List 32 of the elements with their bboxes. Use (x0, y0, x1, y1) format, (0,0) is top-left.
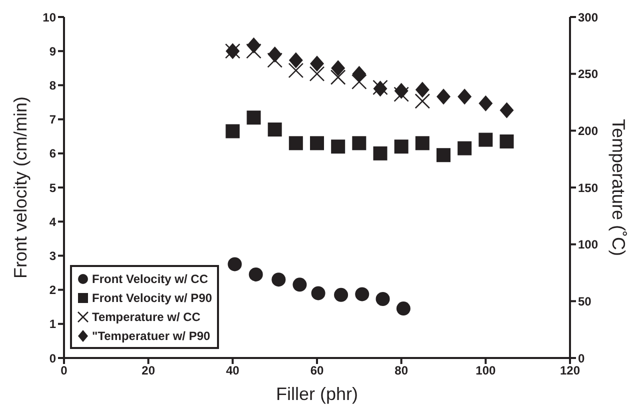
legend-label: "Temperatuer w/ P90 (92, 328, 210, 342)
y2-tick-label: 300 (578, 10, 598, 24)
y2-axis-title: Temperature (˚C) (608, 118, 629, 256)
y-tick-label: 5 (49, 180, 56, 195)
x-axis-title: Filler (phr) (276, 384, 358, 404)
y-axis-title: Front velocity (cm/min) (10, 96, 30, 279)
legend-label: Temperature w/ CC (92, 310, 200, 324)
x-tick-label: 0 (60, 364, 68, 378)
y2-tick-label: 100 (578, 238, 598, 252)
x-tick-label: 60 (310, 364, 324, 378)
y-tick-label: 0 (49, 351, 56, 366)
y-tick-label: 2 (49, 283, 56, 298)
y-tick-label: 3 (49, 248, 56, 263)
x-tick-label: 80 (394, 364, 408, 378)
y2-tick-label: 250 (578, 67, 598, 82)
y-tick-label: 4 (49, 214, 56, 229)
y2-tick-label: 0 (578, 351, 585, 366)
x-tick-label: 40 (226, 364, 240, 378)
y-tick-label: 8 (49, 78, 56, 92)
legend-label: Front Velocity w/ P90 (92, 290, 212, 304)
y-tick-label: 1 (49, 317, 56, 332)
x-tick-label: 20 (142, 364, 156, 378)
x-tick-label: 120 (560, 364, 580, 378)
y2-tick-label: 150 (578, 180, 598, 195)
y-tick-label: 6 (49, 146, 56, 161)
y2-tick-label: 50 (578, 294, 592, 308)
y-tick-label: 10 (42, 10, 56, 24)
legend-label: Front Velocity w/ CC (92, 272, 208, 286)
y-tick-label: 7 (49, 112, 56, 127)
y2-tick-label: 200 (578, 124, 598, 138)
x-tick-label: 100 (476, 364, 496, 378)
y-tick-label: 9 (49, 44, 56, 58)
